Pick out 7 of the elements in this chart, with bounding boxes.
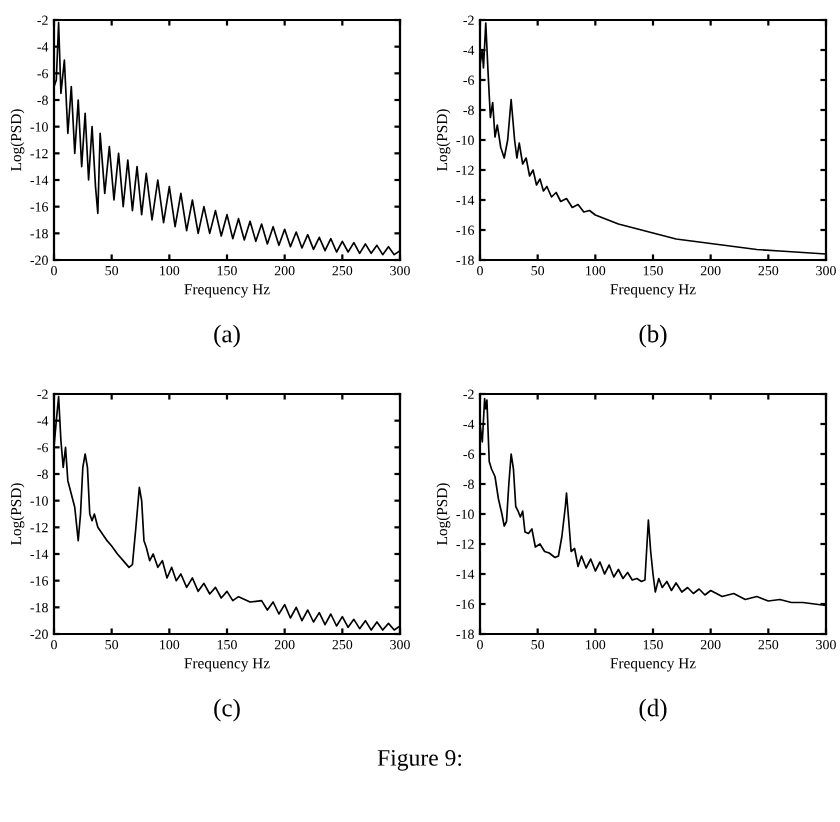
text: (a) (214, 324, 240, 348)
line-series (480, 22, 826, 255)
caption: Figure 9: (377, 749, 462, 771)
text: (c) (214, 698, 240, 722)
line-series (54, 21, 400, 256)
text: (d) (639, 698, 667, 722)
text: (b) (639, 324, 667, 348)
